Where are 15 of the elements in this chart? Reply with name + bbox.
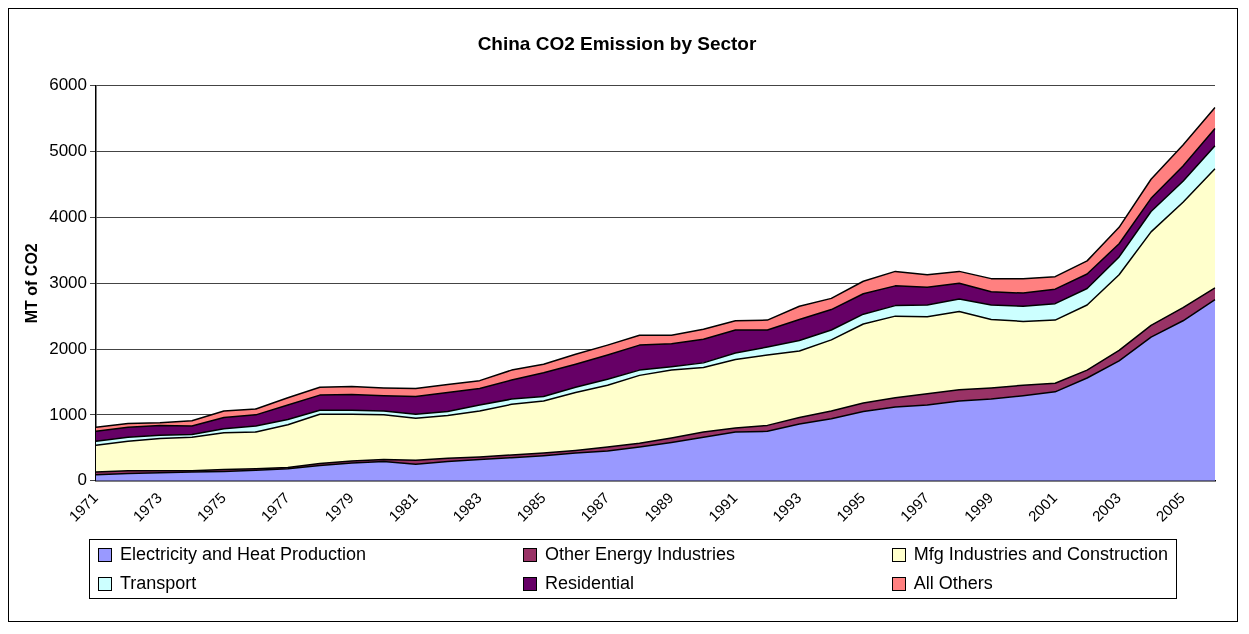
y-axis-title: MT of CO2: [23, 243, 41, 324]
y-tick-label: 3000: [49, 272, 88, 292]
y-tick-label: 1000: [49, 404, 88, 424]
chart-title: China CO2 Emission by Sector: [477, 32, 757, 54]
legend-label: Transport: [120, 573, 197, 594]
legend-label: All Others: [913, 573, 993, 594]
y-tick-label: 2000: [49, 338, 88, 358]
y-tick-label: 4000: [49, 207, 88, 227]
y-tick-label: 5000: [49, 141, 88, 161]
y-tick-label: 6000: [49, 75, 88, 95]
legend-label: Mfg Industries and Construction: [913, 544, 1168, 565]
y-tick-label: 0: [77, 470, 88, 490]
legend-label: Other Energy Industries: [544, 544, 736, 565]
legend-label: Electricity and Heat Production: [120, 544, 367, 565]
legend-label: Residential: [544, 573, 634, 594]
